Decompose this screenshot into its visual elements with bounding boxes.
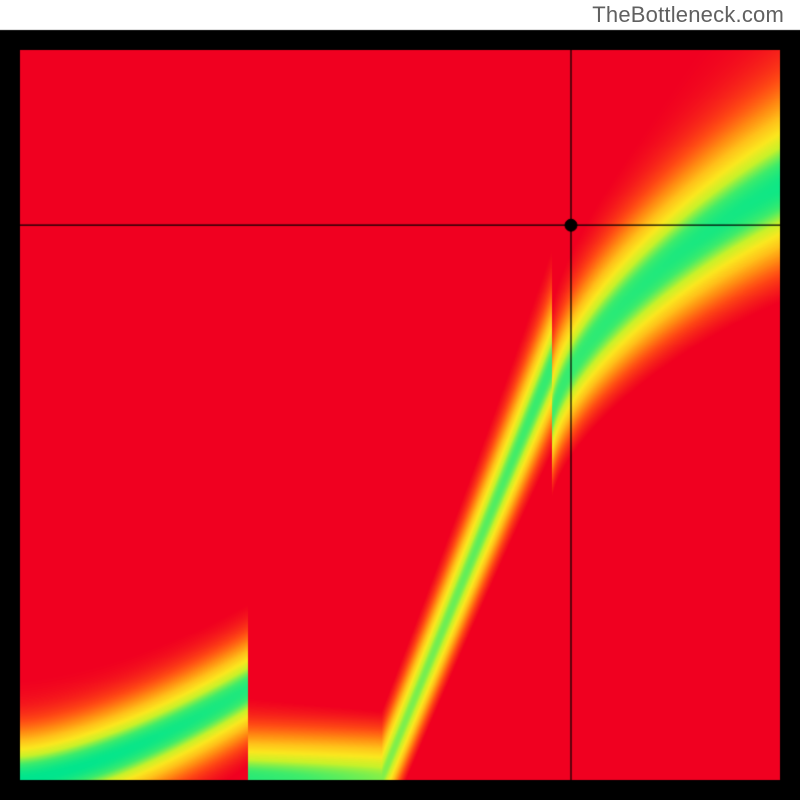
watermark-text: TheBottleneck.com bbox=[592, 2, 784, 28]
bottleneck-heatmap-chart bbox=[0, 0, 800, 800]
